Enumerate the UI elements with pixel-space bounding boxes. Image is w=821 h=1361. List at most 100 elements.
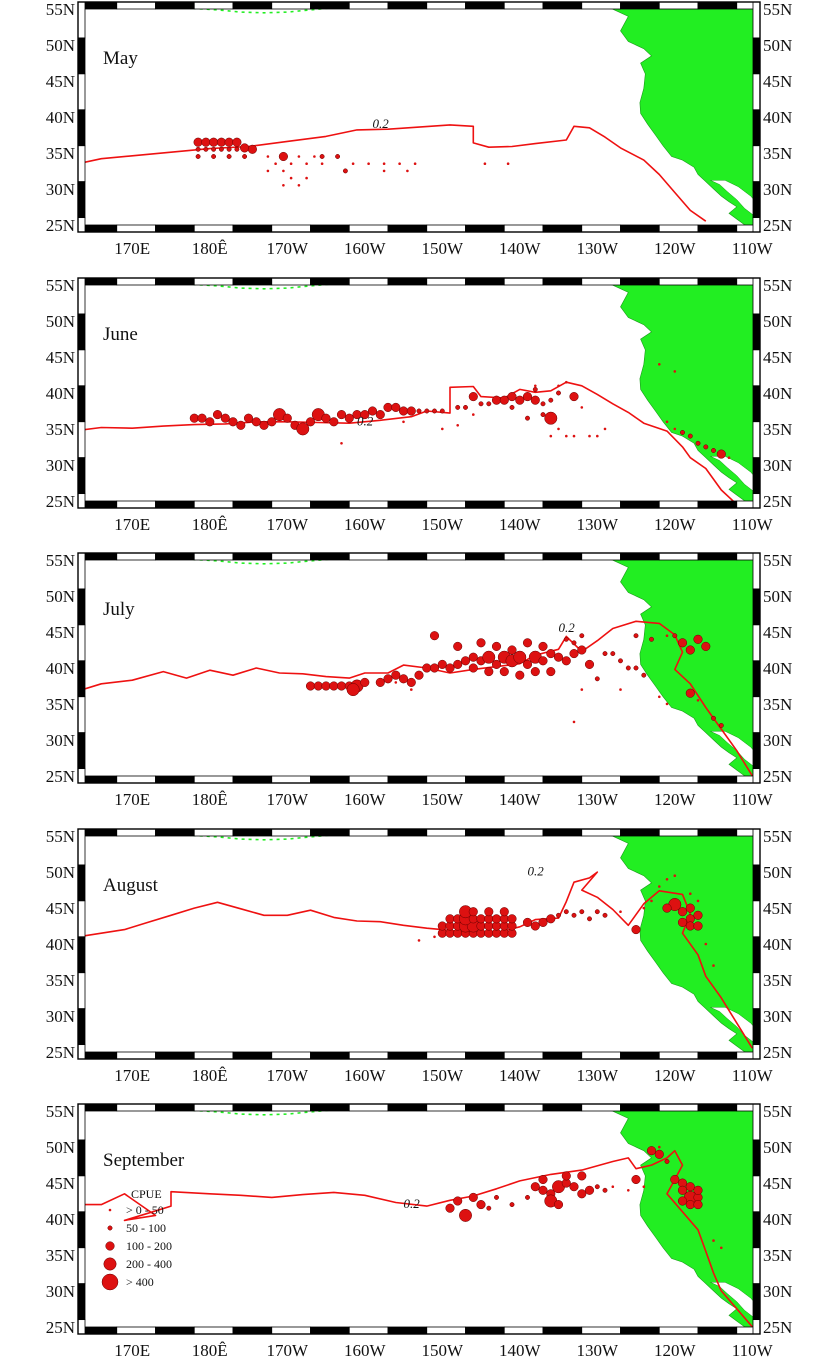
north-america-landmass: [589, 829, 760, 1059]
cpue-marker: [491, 659, 502, 669]
cpue-marker: [351, 162, 355, 165]
lat-tick-label-left: 45N: [46, 348, 75, 367]
lon-tick-label: 160W: [344, 1341, 387, 1360]
lat-tick-label-right: 55N: [763, 827, 792, 846]
lat-tick-label-right: 45N: [763, 348, 792, 367]
lat-tick-label-left: 45N: [46, 72, 75, 91]
lat-tick-label-right: 40N: [763, 1210, 792, 1229]
cpue-marker: [453, 659, 463, 669]
lat-tick-label-right: 45N: [763, 1174, 792, 1193]
cpue-marker: [313, 155, 316, 158]
cpue-marker: [212, 410, 223, 420]
cpue-marker: [305, 417, 316, 427]
cpue-marker: [693, 1185, 703, 1195]
cpue-marker: [712, 1239, 715, 1242]
cpue-marker: [296, 422, 310, 436]
lon-tick-label: 110W: [732, 239, 774, 258]
contour-label: 0.2: [404, 1196, 421, 1211]
cpue-marker: [662, 903, 672, 913]
lat-tick-label-right: 25N: [763, 492, 792, 511]
lat-tick-label-right: 40N: [763, 935, 792, 954]
cpue-marker: [453, 641, 463, 651]
legend-title: CPUE: [131, 1187, 162, 1201]
cpue-marker: [525, 415, 530, 421]
north-america-landmass: [589, 278, 760, 508]
cpue-marker: [340, 442, 343, 445]
cpue-marker: [251, 417, 261, 427]
cpue-marker: [437, 659, 447, 669]
cpue-marker: [631, 1174, 641, 1185]
cpue-marker: [658, 1145, 661, 1149]
lon-tick-label: 180Ê: [192, 515, 228, 534]
lon-tick-label: 140W: [499, 1341, 542, 1360]
cpue-marker: [445, 663, 455, 673]
month-label: September: [103, 1150, 185, 1171]
cpue-marker: [478, 401, 484, 407]
cpue-marker: [610, 651, 616, 657]
lon-tick-label: 130W: [576, 1066, 619, 1085]
lat-tick-label-left: 55N: [46, 276, 75, 295]
cpue-marker: [422, 663, 432, 673]
lat-tick-label-left: 45N: [46, 1174, 75, 1193]
cpue-marker: [234, 146, 240, 152]
lat-tick-label-right: 25N: [763, 767, 792, 786]
cpue-marker: [602, 1187, 608, 1193]
lon-tick-label: 110W: [732, 1341, 774, 1360]
cpue-marker: [437, 921, 447, 931]
cpue-marker: [266, 155, 270, 158]
cpue-marker: [346, 683, 360, 697]
lat-tick-label-right: 30N: [763, 731, 792, 750]
cpue-marker: [472, 413, 475, 416]
lat-tick-label-right: 35N: [763, 420, 792, 439]
cpue-marker: [673, 427, 677, 431]
map-border: [77, 828, 761, 1060]
lat-tick-label-right: 45N: [763, 899, 792, 918]
checkered-frame: [77, 1103, 761, 1335]
lon-tick-label: 140W: [499, 1066, 542, 1085]
legend-label: 100 - 200: [126, 1239, 172, 1253]
cpue-marker: [572, 720, 576, 724]
cpue-marker: [530, 1182, 540, 1192]
cpue-marker: [491, 641, 502, 651]
cpue-marker: [321, 681, 331, 691]
cpue-marker: [468, 392, 478, 402]
map-panel-july: 0.2 July 55N 55N 50N 50N 45N 45N 40N 40N 35N 35N 30N…: [46, 551, 793, 809]
cpue-marker: [506, 162, 510, 165]
cpue-marker: [689, 892, 692, 895]
cpue-marker: [627, 1189, 630, 1192]
cpue-marker: [557, 427, 560, 431]
lat-tick-label-right: 35N: [763, 1246, 792, 1265]
cpue-marker: [417, 939, 421, 942]
cpue-marker: [677, 1185, 688, 1195]
cpue-marker: [482, 650, 496, 664]
cpue-marker: [580, 688, 584, 691]
lon-tick-label: 140W: [499, 515, 542, 534]
cpue-marker: [439, 408, 445, 414]
lat-tick-label-left: 40N: [46, 108, 75, 127]
cpue-marker: [611, 1185, 615, 1188]
cpue-marker: [453, 1196, 463, 1206]
lon-tick-label: 150W: [421, 1341, 464, 1360]
lat-tick-label-left: 45N: [46, 899, 75, 918]
cpue-marker: [336, 410, 347, 420]
cpue-marker: [414, 670, 424, 680]
cpue-marker: [685, 921, 695, 931]
cpue-marker: [670, 1174, 680, 1185]
cpue-marker: [565, 380, 568, 384]
cpue-marker: [476, 1200, 486, 1210]
cpue-marker: [383, 402, 393, 412]
cpue-marker: [329, 681, 339, 691]
lat-tick-label-left: 45N: [46, 623, 75, 642]
cpue-marker: [553, 1200, 564, 1210]
cpue-marker: [476, 914, 486, 924]
cpue-marker: [563, 909, 569, 915]
cpue-marker: [701, 641, 711, 651]
cpue-marker: [696, 699, 700, 702]
cpue-marker: [665, 634, 669, 637]
lat-tick-label-left: 40N: [46, 384, 75, 403]
cpue-marker: [693, 910, 703, 920]
cpue-marker: [530, 667, 540, 677]
cpue-marker: [226, 154, 232, 159]
cpue-marker: [491, 914, 502, 924]
lon-tick-label: 130W: [576, 239, 619, 258]
